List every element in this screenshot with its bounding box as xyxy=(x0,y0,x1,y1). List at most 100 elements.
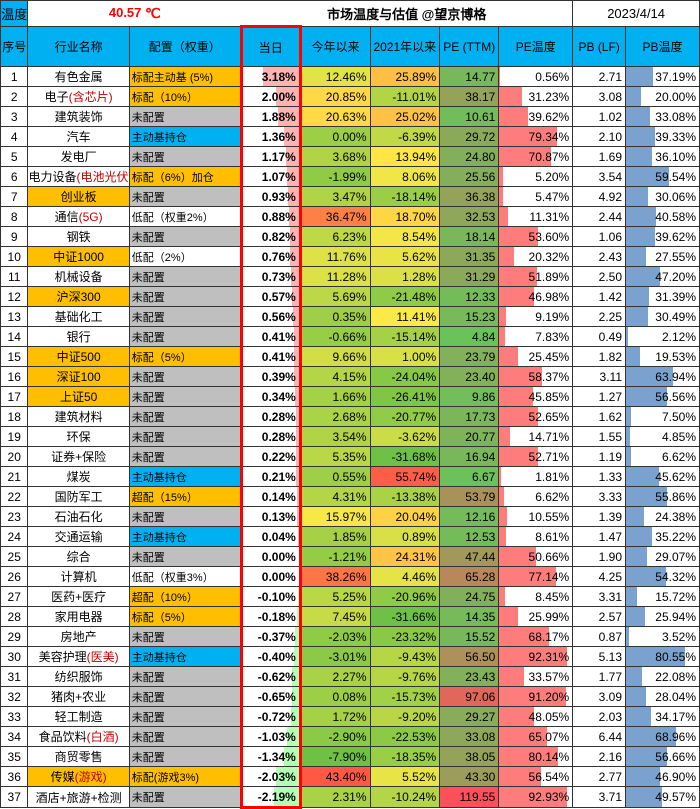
today: 0.39% xyxy=(241,367,300,387)
pe-ttm: 23.43 xyxy=(440,667,499,687)
allocation: 低配（权重2%） xyxy=(129,207,241,227)
pb-lf: 5.13 xyxy=(573,647,626,667)
industry-name: 机械设备 xyxy=(28,267,129,287)
pe-temp: 1.81% xyxy=(499,467,573,487)
col-0: 序号 xyxy=(1,27,28,67)
today: -1.34% xyxy=(241,747,300,767)
ytd: 43.40% xyxy=(300,767,370,787)
row-17: 17上证50未配置0.34%1.66%-26.41%9.8645.85%1.27… xyxy=(1,387,700,407)
pb-temp: 49.57% xyxy=(626,787,700,808)
col-1: 行业名称 xyxy=(28,27,129,67)
allocation: 未配置 xyxy=(129,187,241,207)
ytd: 0.08% xyxy=(300,687,370,707)
seq: 22 xyxy=(1,487,28,507)
seq: 14 xyxy=(1,327,28,347)
pe-temp: 8.61% xyxy=(499,527,573,547)
since-2021: 5.62% xyxy=(370,247,440,267)
pe-temp: 79.34% xyxy=(499,127,573,147)
ytd: -2.03% xyxy=(300,627,370,647)
ytd: 38.26% xyxy=(300,567,370,587)
allocation: 未配置 xyxy=(129,507,241,527)
seq: 3 xyxy=(1,107,28,127)
today: -0.40% xyxy=(241,647,300,667)
ytd: 7.45% xyxy=(300,607,370,627)
pb-temp: 46.90% xyxy=(626,767,700,787)
today: 0.56% xyxy=(241,307,300,327)
since-2021: 5.52% xyxy=(370,767,440,787)
pe-temp: 31.23% xyxy=(499,87,573,107)
ytd: 3.47% xyxy=(300,187,370,207)
row-2: 2电子(含芯片)标配（10%）2.00%20.85%-11.01%38.1731… xyxy=(1,87,700,107)
ytd: -1.99% xyxy=(300,167,370,187)
pb-lf: 3.33 xyxy=(573,487,626,507)
today: 0.73% xyxy=(241,267,300,287)
pb-lf: 3.54 xyxy=(573,167,626,187)
seq: 5 xyxy=(1,147,28,167)
seq: 26 xyxy=(1,567,28,587)
today: 0.57% xyxy=(241,287,300,307)
pe-temp: 52.71% xyxy=(499,447,573,467)
seq: 15 xyxy=(1,347,28,367)
since-2021: 18.70% xyxy=(370,207,440,227)
industry-name: 创业板 xyxy=(28,187,129,207)
row-7: 7创业板未配置0.93%3.47%-18.14%36.385.47%4.9230… xyxy=(1,187,700,207)
pe-ttm: 4.84 xyxy=(440,327,499,347)
ytd: 4.15% xyxy=(300,367,370,387)
row-37: 37酒店+旅游+检测未配置-2.19%2.31%-10.24%119.5592.… xyxy=(1,787,700,808)
industry-name: 纺织服饰 xyxy=(28,667,129,687)
industry-name: 有色金属 xyxy=(28,67,129,87)
pe-temp: 92.31% xyxy=(499,647,573,667)
industry-name: 石油石化 xyxy=(28,507,129,527)
since-2021: -6.39% xyxy=(370,127,440,147)
pb-temp: 29.07% xyxy=(626,547,700,567)
pe-temp: 25.99% xyxy=(499,607,573,627)
pb-temp: 59.54% xyxy=(626,167,700,187)
allocation: 未配置 xyxy=(129,447,241,467)
allocation: 未配置 xyxy=(129,227,241,247)
pb-lf: 1.19 xyxy=(573,447,626,467)
pe-ttm: 119.55 xyxy=(440,787,499,808)
pe-ttm: 56.50 xyxy=(440,647,499,667)
pe-ttm: 12.16 xyxy=(440,507,499,527)
allocation: 未配置 xyxy=(129,387,241,407)
seq: 10 xyxy=(1,247,28,267)
today: 0.04% xyxy=(241,527,300,547)
row-25: 25综合未配置0.00%-1.21%24.31%47.4450.66%1.902… xyxy=(1,547,700,567)
pb-temp: 30.06% xyxy=(626,187,700,207)
allocation: 超配（15%） xyxy=(129,487,241,507)
seq: 27 xyxy=(1,587,28,607)
allocation: 未配置 xyxy=(129,707,241,727)
pe-ttm: 14.35 xyxy=(440,607,499,627)
ytd: 6.23% xyxy=(300,227,370,247)
pe-temp: 48.05% xyxy=(499,707,573,727)
seq: 13 xyxy=(1,307,28,327)
since-2021: 8.54% xyxy=(370,227,440,247)
seq: 6 xyxy=(1,167,28,187)
row-27: 27医药+医疗超配（10%）-0.10%5.25%-20.96%24.758.4… xyxy=(1,587,700,607)
pe-temp: 91.20% xyxy=(499,687,573,707)
industry-name: 通信(5G) xyxy=(28,207,129,227)
pe-temp: 92.93% xyxy=(499,787,573,808)
industry-name: 轻工制造 xyxy=(28,707,129,727)
industry-name: 电子(含芯片) xyxy=(28,87,129,107)
pe-ttm: 29.27 xyxy=(440,707,499,727)
pb-temp: 31.39% xyxy=(626,287,700,307)
since-2021: -10.24% xyxy=(370,787,440,808)
ytd: 4.31% xyxy=(300,487,370,507)
pb-lf: 1.33 xyxy=(573,467,626,487)
seq: 17 xyxy=(1,387,28,407)
chart-title: 市场温度与估值 @望京博格 xyxy=(241,1,573,27)
since-2021: -9.76% xyxy=(370,667,440,687)
pb-temp: 56.66% xyxy=(626,747,700,767)
allocation: 未配置 xyxy=(129,727,241,747)
row-16: 16深证100未配置0.39%4.15%-24.04%23.4058.37%3.… xyxy=(1,367,700,387)
valuation-table: 温度 40.57 ℃ 市场温度与估值 @望京博格 2023/4/14 序号行业名… xyxy=(0,0,700,809)
allocation: 未配置 xyxy=(129,427,241,447)
industry-name: 钢铁 xyxy=(28,227,129,247)
seq: 24 xyxy=(1,527,28,547)
pb-temp: 28.04% xyxy=(626,687,700,707)
ytd: 1.85% xyxy=(300,527,370,547)
pe-ttm: 43.30 xyxy=(440,767,499,787)
date: 2023/4/14 xyxy=(573,1,700,27)
pb-temp: 25.94% xyxy=(626,607,700,627)
